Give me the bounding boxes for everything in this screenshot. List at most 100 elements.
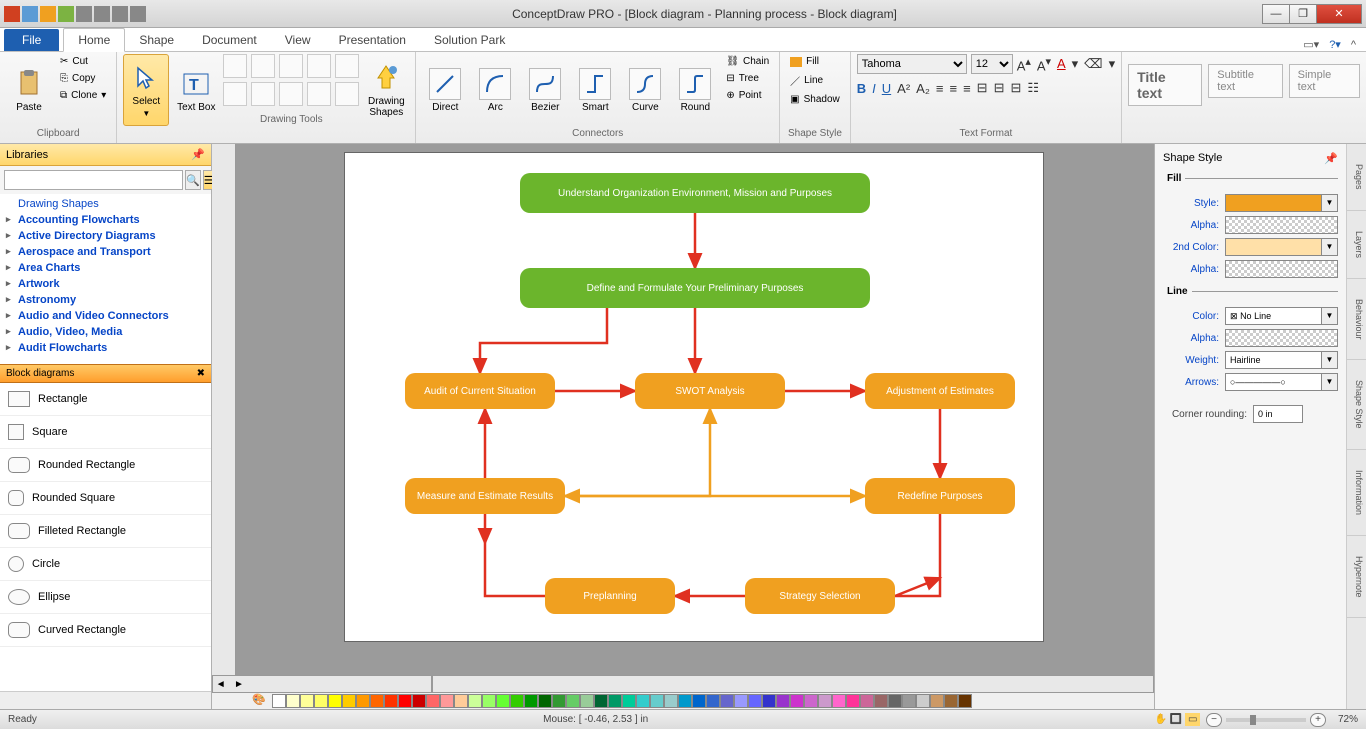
file-tab[interactable]: File	[4, 29, 59, 51]
flowchart-node[interactable]: Adjustment of Estimates	[865, 373, 1015, 409]
shape-list-item[interactable]: Ellipse	[0, 581, 211, 614]
color-swatch[interactable]	[734, 694, 748, 708]
tool-rect[interactable]	[223, 82, 247, 106]
page[interactable]: Understand Organization Environment, Mis…	[344, 152, 1044, 642]
tool-arc[interactable]	[251, 54, 275, 78]
subscript-button[interactable]: A₂	[916, 81, 930, 96]
side-tab[interactable]: Hypernote	[1347, 536, 1366, 619]
collapse-ribbon-icon[interactable]: ^	[1351, 39, 1356, 51]
side-tab[interactable]: Layers	[1347, 211, 1366, 279]
erase-format-icon[interactable]: ⌫	[1084, 56, 1102, 72]
color-swatch[interactable]	[342, 694, 356, 708]
library-tree-item[interactable]: Accounting Flowcharts	[4, 212, 207, 228]
color-swatch[interactable]	[328, 694, 342, 708]
library-tree[interactable]: Drawing ShapesAccounting FlowchartsActiv…	[0, 194, 211, 364]
color-swatch[interactable]	[762, 694, 776, 708]
line-color-dropdown[interactable]: ▼	[1322, 307, 1338, 325]
align-middle-button[interactable]: ⊟	[994, 80, 1005, 96]
flowchart-node[interactable]: Understand Organization Environment, Mis…	[520, 173, 870, 213]
window-icon[interactable]: ▭▾	[1303, 38, 1319, 51]
color-swatch[interactable]	[748, 694, 762, 708]
subtitle-style-button[interactable]: Subtitle text	[1208, 64, 1282, 98]
color-swatch[interactable]	[552, 694, 566, 708]
library-tree-item[interactable]: Area Charts	[4, 260, 207, 276]
color-swatch[interactable]	[664, 694, 678, 708]
bezier-connector-button[interactable]: Bezier	[522, 54, 568, 126]
close-button[interactable]: ✕	[1316, 4, 1362, 24]
fill-style-dropdown[interactable]: ▼	[1322, 194, 1338, 212]
align-left-button[interactable]: ≡	[936, 81, 944, 96]
pin-icon[interactable]: 📌	[191, 148, 205, 161]
textbox-button[interactable]: T Text Box	[173, 54, 219, 126]
color-swatch[interactable]	[818, 694, 832, 708]
underline-button[interactable]: U	[882, 81, 891, 96]
qat-undo-icon[interactable]	[40, 6, 56, 22]
library-tree-item[interactable]: Drawing Shapes	[4, 196, 207, 212]
second-alpha-slider[interactable]	[1225, 260, 1338, 278]
direct-connector-button[interactable]: Direct	[422, 54, 468, 126]
bullets-button[interactable]: ☷	[1027, 80, 1039, 96]
superscript-button[interactable]: A²	[897, 81, 910, 96]
maximize-button[interactable]: ❐	[1289, 4, 1317, 24]
color-swatch[interactable]	[930, 694, 944, 708]
title-style-button[interactable]: Title text	[1128, 64, 1202, 106]
shrink-font-icon[interactable]: A▾	[1037, 55, 1051, 73]
cut-button[interactable]: ✂Cut	[56, 54, 110, 69]
color-swatch[interactable]	[370, 694, 384, 708]
library-tree-item[interactable]: Active Directory Diagrams	[4, 228, 207, 244]
qat-print-icon[interactable]	[76, 6, 92, 22]
qat-save-icon[interactable]	[22, 6, 38, 22]
color-swatch[interactable]	[384, 694, 398, 708]
paste-button[interactable]: Paste	[6, 54, 52, 126]
clone-button[interactable]: ⧉Clone ▾	[56, 88, 110, 103]
page-tabs-scroller[interactable]: ◄ ►	[212, 675, 432, 693]
second-color-picker[interactable]	[1225, 238, 1322, 256]
color-swatch[interactable]	[566, 694, 580, 708]
shape-list-item[interactable]: Filleted Rectangle	[0, 515, 211, 548]
tab-view[interactable]: View	[271, 29, 325, 51]
color-swatch[interactable]	[426, 694, 440, 708]
library-tree-item[interactable]: Audio and Video Connectors	[4, 308, 207, 324]
color-swatch[interactable]	[846, 694, 860, 708]
color-swatch[interactable]	[888, 694, 902, 708]
tool-pen[interactable]	[279, 82, 303, 106]
color-swatch[interactable]	[482, 694, 496, 708]
color-swatch[interactable]	[692, 694, 706, 708]
color-swatch[interactable]	[860, 694, 874, 708]
align-right-button[interactable]: ≡	[963, 81, 971, 96]
shape-list-item[interactable]: Square	[0, 416, 211, 449]
shape-list-item[interactable]: Rounded Square	[0, 482, 211, 515]
drawing-canvas[interactable]: Understand Organization Environment, Mis…	[212, 144, 1154, 675]
horizontal-scrollbar[interactable]	[432, 675, 1154, 693]
color-swatch[interactable]	[916, 694, 930, 708]
line-color-picker[interactable]: ⊠ No Line	[1225, 307, 1322, 325]
flowchart-node[interactable]: Define and Formulate Your Preliminary Pu…	[520, 268, 870, 308]
color-swatch[interactable]	[874, 694, 888, 708]
flowchart-node[interactable]: SWOT Analysis	[635, 373, 785, 409]
color-swatch[interactable]	[272, 694, 286, 708]
zoom-slider[interactable]	[1226, 718, 1306, 722]
library-tree-item[interactable]: Aerospace and Transport	[4, 244, 207, 260]
simple-style-button[interactable]: Simple text	[1289, 64, 1360, 98]
tool-ellipse[interactable]	[251, 82, 275, 106]
color-swatch[interactable]	[510, 694, 524, 708]
hand-tool-icon[interactable]: ✋	[1155, 714, 1167, 725]
flowchart-node[interactable]: Redefine Purposes	[865, 478, 1015, 514]
select-tool-button[interactable]: Select▼	[123, 54, 169, 126]
color-swatch[interactable]	[468, 694, 482, 708]
color2-dropdown[interactable]: ▼	[1322, 238, 1338, 256]
chain-button[interactable]: ⛓Chain	[722, 54, 773, 69]
color-swatch[interactable]	[594, 694, 608, 708]
color-swatch[interactable]	[538, 694, 552, 708]
library-tree-item[interactable]: Audio, Video, Media	[4, 324, 207, 340]
flowchart-node[interactable]: Preplanning	[545, 578, 675, 614]
color-swatch[interactable]	[944, 694, 958, 708]
tab-solution-park[interactable]: Solution Park	[420, 29, 519, 51]
arrows-picker[interactable]: ○—————○	[1225, 373, 1322, 391]
round-connector-button[interactable]: Round	[672, 54, 718, 126]
drawing-shapes-button[interactable]: Drawing Shapes	[363, 54, 409, 126]
section-close-icon[interactable]: ✖	[197, 368, 205, 379]
qat-redo-icon[interactable]	[94, 6, 110, 22]
qat-paste-icon[interactable]	[130, 6, 146, 22]
block-diagrams-section-header[interactable]: Block diagrams ✖	[0, 364, 211, 383]
